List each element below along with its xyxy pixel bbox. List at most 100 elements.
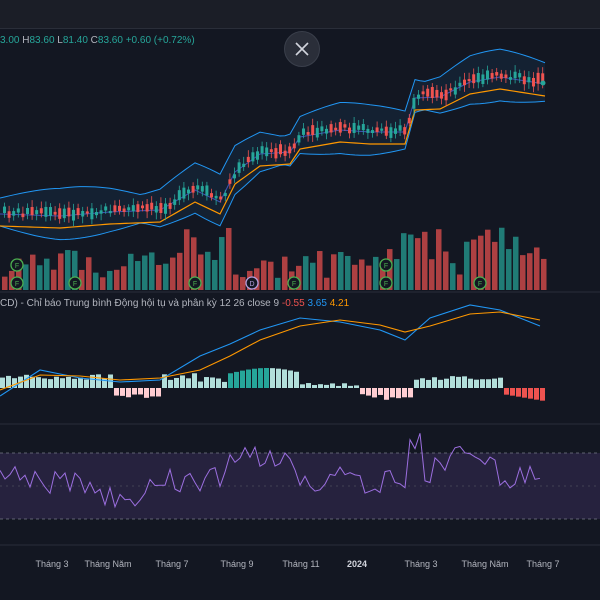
candle [182,187,186,199]
event-marker-icon [188,276,202,290]
candle [39,208,43,214]
volume-bar [331,254,337,290]
macd-histogram-bar [294,371,299,388]
candle [205,185,209,196]
macd-histogram-bar [528,388,533,399]
candle [3,206,6,213]
candle [118,205,121,212]
macd-signal-value: 4.21 [329,298,350,309]
volume-bar [415,238,421,290]
macd-histogram-bar [12,378,17,388]
volume-bar [142,255,148,290]
candle [58,208,62,219]
candle [458,82,462,87]
candle [228,179,232,184]
event-marker-label: D [249,281,254,288]
ohlc-low: 81.40 [62,35,88,46]
time-axis-tick-label: Tháng 7 [155,559,188,569]
macd-histogram-bar [462,376,467,388]
macd-histogram-bar [30,376,35,388]
volume-bar [366,265,372,290]
candle [495,72,499,76]
volume-bar [352,264,358,290]
volume-bar [51,269,57,290]
macd-histogram-bar [390,388,395,398]
event-marker-label: F [193,281,197,288]
ohlc-legend: 3.00 H83.60 L81.40 C83.60 +0.60 (+0.72%) [0,35,195,46]
candle [99,210,103,214]
candle [476,72,480,83]
volume-bar [156,264,162,290]
volume-bar [107,270,113,290]
time-axis-tick-label: Tháng Năm [84,559,131,569]
candle [371,130,374,134]
macd-histogram-bar [540,388,545,401]
macd-histogram-bar [66,376,71,388]
candle [348,127,351,134]
candle [256,151,259,160]
candle [481,74,485,84]
volume-bar [324,277,330,290]
candle [417,94,420,99]
candle [242,163,246,167]
macd-histogram-bar [84,379,89,388]
macd-histogram-bar [522,388,527,398]
volume-bar [534,247,540,290]
candle [343,124,347,128]
candlestick-series [3,65,546,227]
volume-bar [457,274,463,290]
event-markers: F F F F D F F F F [10,258,487,290]
macd-histogram-bar [78,377,83,388]
volume-bar [296,265,302,290]
macd-histogram-bar [300,384,305,388]
time-axis-tick-label: Tháng 11 [282,559,319,569]
macd-legend: CD) - Chỉ báo Trung bình Động hội tụ và … [0,298,349,309]
macd-histogram-bar [276,368,281,388]
candle [384,126,388,136]
bollinger-upper [0,48,546,199]
volume-bar [303,256,309,290]
volume-bar [184,229,190,290]
volume-bar [338,252,344,290]
time-axis: Tháng 3 Tháng Năm Tháng 7 Tháng 9 Tháng 11 20… [35,559,559,569]
moving-average-line [0,88,546,229]
volume-bar [37,265,43,290]
candle [279,144,282,155]
macd-histogram-bar [348,385,353,388]
macd-histogram-bar [492,378,497,388]
candle [214,195,218,199]
macd-histogram-bar [0,377,5,388]
candle [159,203,163,213]
last-price-dot [540,80,546,86]
candle [104,206,108,211]
macd-histogram-bar [48,379,53,388]
candle [265,147,269,157]
macd-histogram-bar [504,388,509,395]
macd-params: 12 26 close 9 [219,298,280,309]
macd-histogram-bar [474,379,479,388]
volume-bar [429,259,435,290]
close-button[interactable] [284,31,320,67]
macd-histogram-bar [6,375,11,388]
volume-bar [135,261,141,290]
volume-bar [128,253,134,290]
volume-bar [408,234,414,290]
candle [219,196,223,200]
volume-bar [149,252,155,290]
volume-bar [212,259,218,290]
volume-bar [506,249,512,290]
candle [233,174,236,179]
macd-histogram-bar [468,378,473,388]
volume-bar [436,229,442,290]
candle [421,91,425,95]
candle [251,152,255,162]
macd-histogram-bar [456,376,461,388]
rsi-line [0,433,541,509]
time-axis-tick-label: Tháng 3 [404,559,437,569]
macd-histogram-bar [480,379,485,388]
candle [426,88,430,97]
bollinger-fill [0,49,545,240]
candle [412,97,416,109]
macd-histogram-bar [342,383,347,388]
macd-histogram-bar [60,378,65,388]
